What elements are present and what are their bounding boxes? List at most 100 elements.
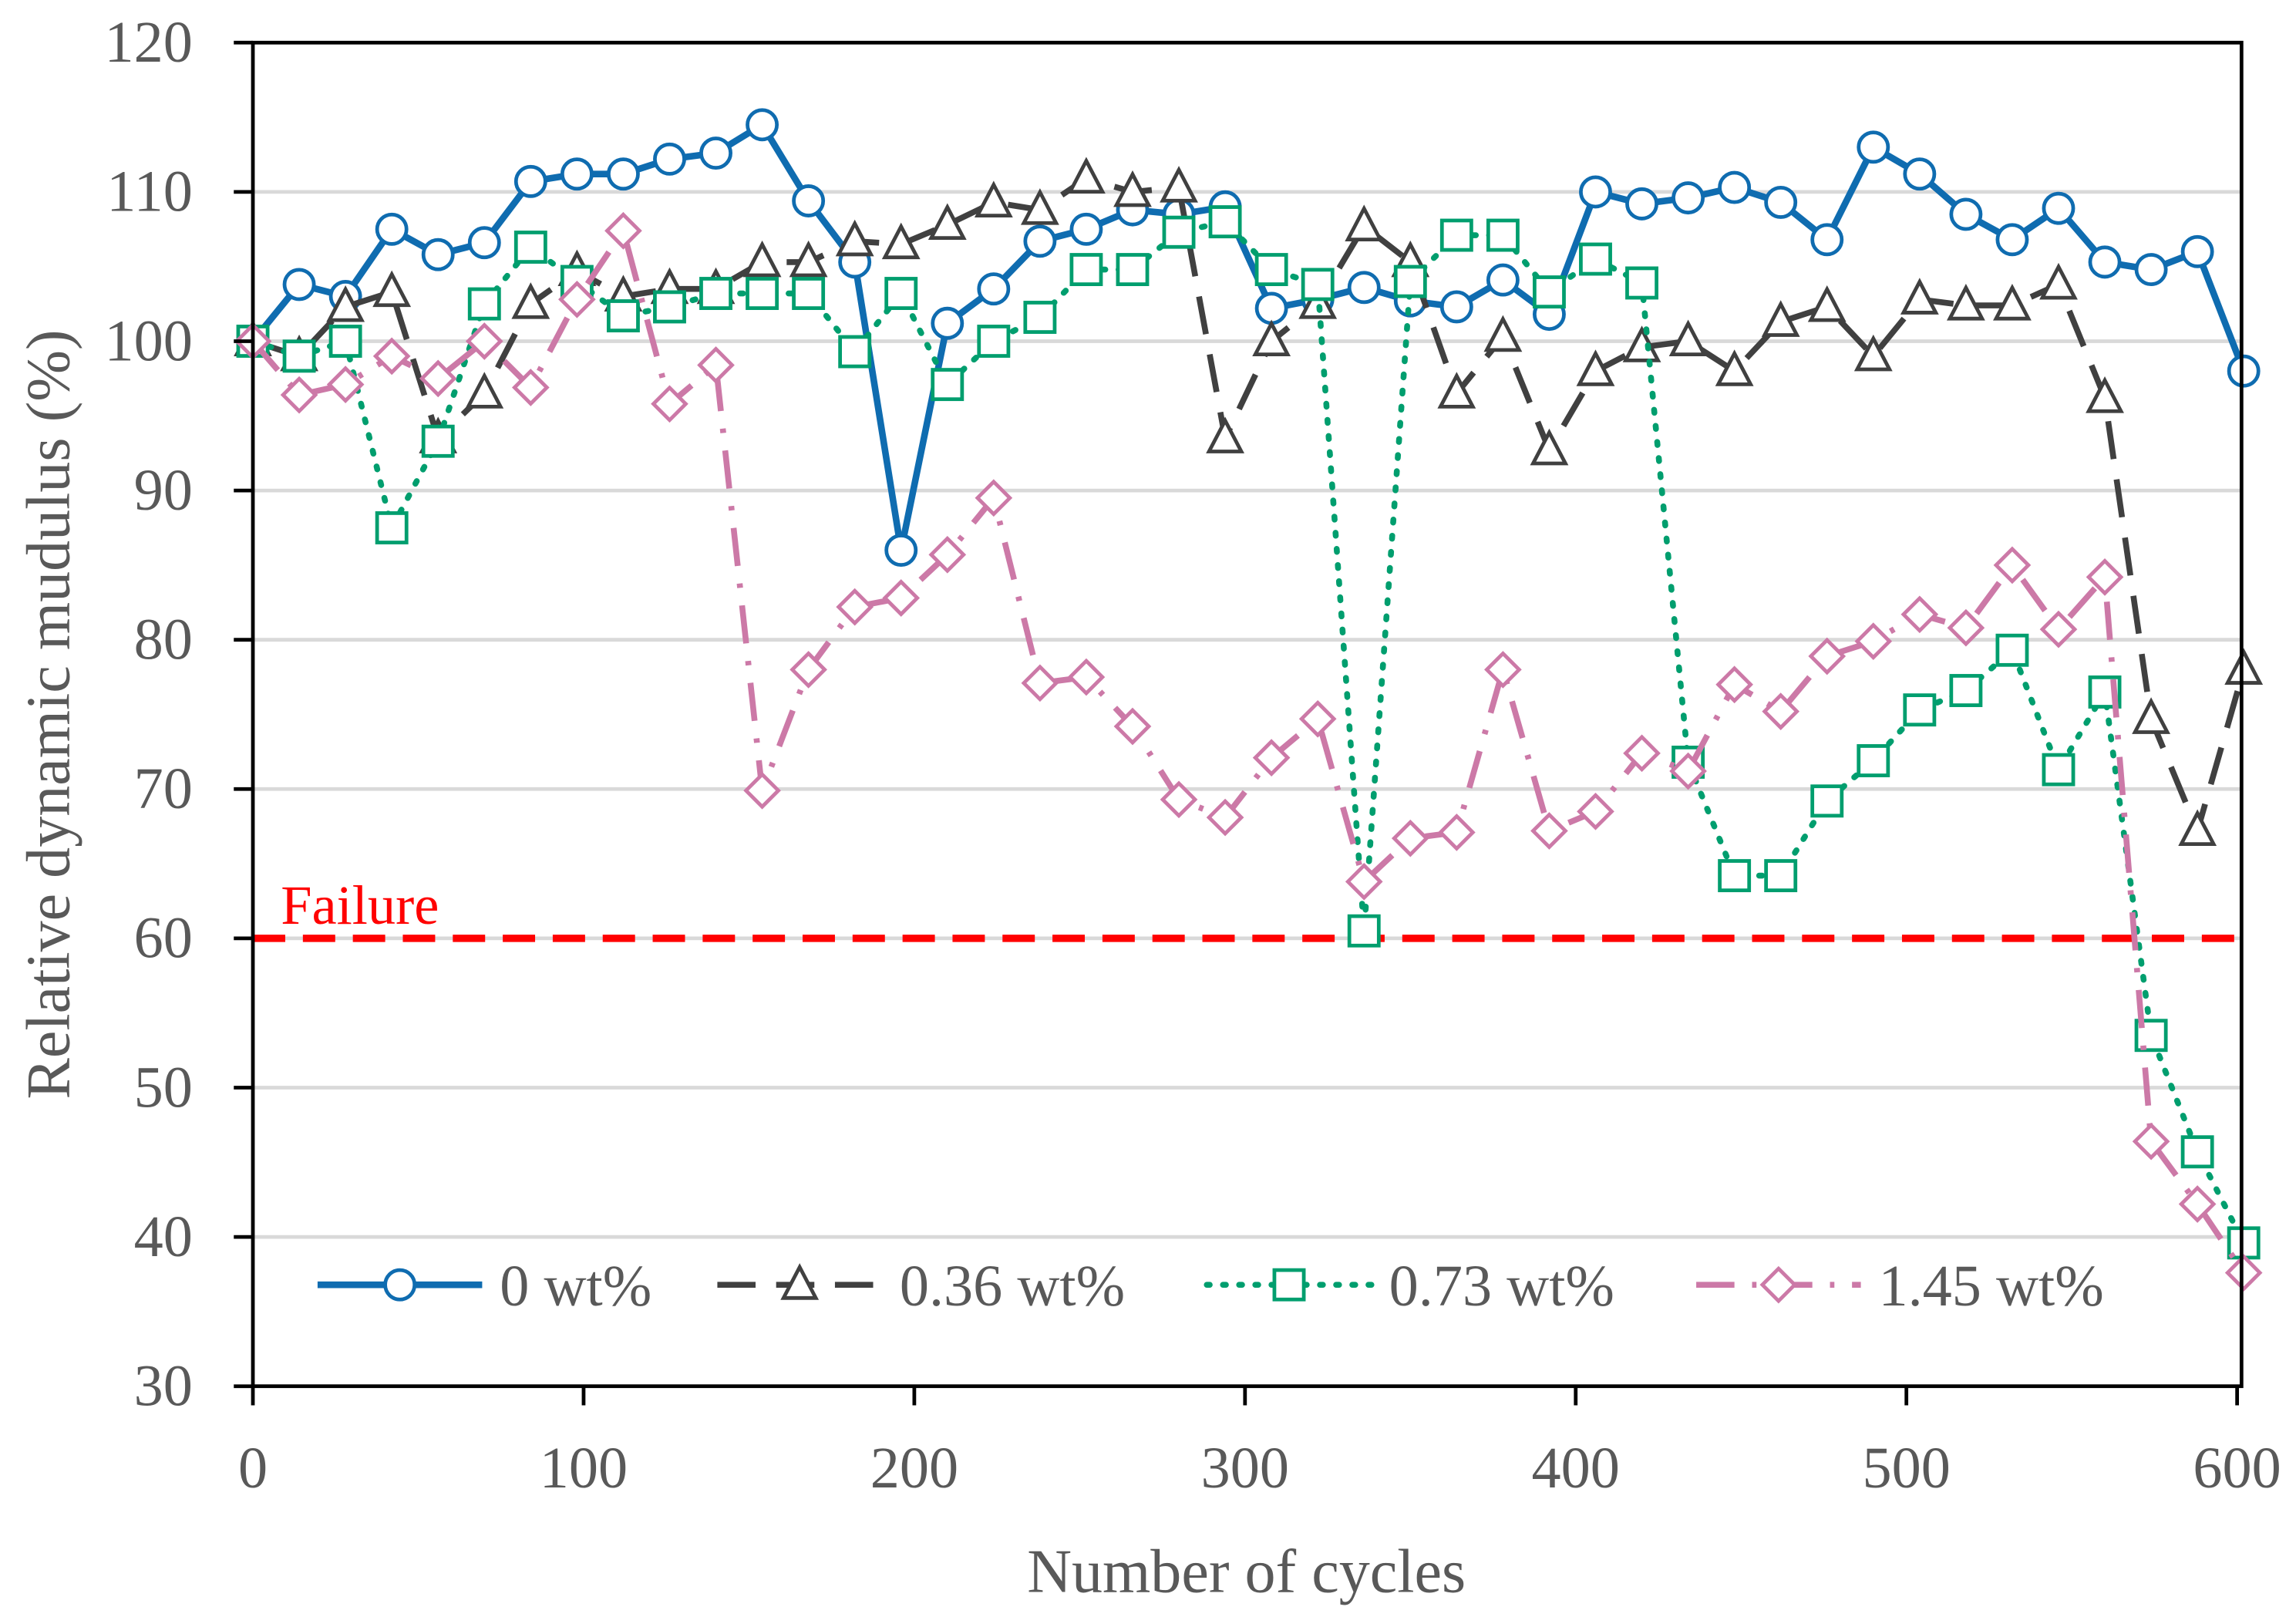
data-point-square: [375, 511, 409, 544]
data-point-square: [884, 277, 918, 310]
plot-frame: [251, 40, 2244, 1389]
data-point-square: [2227, 1226, 2261, 1260]
x-tick-label: 600: [2193, 1436, 2281, 1501]
data-point-diamond: [1252, 739, 1291, 776]
data-point-circle: [1718, 170, 1752, 204]
data-point-circle: [1486, 263, 1520, 297]
data-point-diamond: [558, 280, 596, 318]
y-tick-label: 120: [104, 10, 192, 75]
series-line: [251, 175, 2247, 841]
data-point-triangle: [835, 219, 874, 257]
data-point-triangle: [1483, 315, 1523, 352]
data-point-circle: [1023, 224, 1057, 258]
y-axis-label: Relative dynamic mudulus (%): [15, 329, 83, 1099]
data-point-circle: [1069, 212, 1103, 246]
data-point-diamond: [1484, 651, 1522, 689]
data-point-diamond: [1206, 798, 1244, 837]
data-point-diamond: [419, 359, 457, 398]
legend-marker-square: [1272, 1268, 1306, 1302]
data-point-square: [1718, 859, 1752, 893]
data-point-triangle: [326, 285, 365, 322]
data-point-circle: [1810, 223, 1844, 257]
data-point-triangle: [1761, 300, 1800, 337]
data-point-square: [1532, 275, 1566, 309]
data-point-circle: [884, 534, 918, 567]
data-point-diamond: [928, 535, 967, 574]
data-point-square: [1393, 264, 1427, 298]
data-point-square: [2180, 1135, 2214, 1169]
data-point-triangle: [372, 270, 412, 308]
data-point-square: [931, 368, 965, 402]
data-point-diamond: [2132, 1122, 2170, 1161]
y-tick-label: 80: [134, 607, 193, 672]
data-point-diamond: [2086, 558, 2124, 596]
data-point-diamond: [1021, 664, 1059, 702]
y-tick-label: 40: [134, 1204, 193, 1269]
data-point-triangle: [974, 180, 1013, 217]
data-point-square: [1439, 218, 1473, 252]
data-point-diamond: [1160, 780, 1198, 819]
data-point-square: [1162, 215, 1196, 249]
data-point-diamond: [1854, 622, 1893, 660]
data-point-diamond: [326, 366, 365, 403]
data-point-diamond: [604, 211, 642, 250]
data-point-triangle: [2086, 376, 2124, 413]
data-point-triangle: [927, 203, 967, 241]
series-1-45-wt-: [234, 211, 2263, 1292]
data-point-triangle: [1807, 285, 1847, 322]
y-tick-label: 60: [134, 906, 193, 971]
data-point-square: [606, 299, 640, 333]
data-point-triangle: [789, 240, 828, 278]
data-point-circle: [977, 272, 1011, 306]
series-0-73-wt-: [236, 205, 2261, 1260]
data-point-diamond: [1577, 792, 1614, 830]
data-point-square: [1347, 914, 1381, 948]
data-point-square: [746, 277, 779, 310]
data-point-diamond: [2224, 1254, 2263, 1292]
legend-marker-circle: [383, 1268, 417, 1302]
data-point-diamond: [1808, 637, 1847, 675]
failure-line-group: Failure: [253, 874, 2237, 942]
data-point-triangle: [1160, 166, 1198, 203]
data-point-triangle: [1252, 319, 1291, 357]
data-point-diamond: [1530, 812, 1568, 850]
data-point-circle: [606, 157, 640, 191]
data-point-circle: [1764, 185, 1798, 219]
data-point-circle: [2227, 354, 2261, 388]
data-point-circle: [1995, 223, 2029, 257]
legend-label: 0.36 wt%: [900, 1254, 1125, 1319]
data-point-circle: [2180, 234, 2214, 268]
data-point-triangle: [511, 282, 550, 319]
data-point-triangle: [881, 222, 921, 260]
data-point-triangle: [1298, 282, 1338, 319]
data-point-diamond: [1900, 595, 1939, 634]
series-line: [250, 218, 2247, 1246]
data-point-triangle: [1853, 334, 1893, 372]
data-point-square: [1486, 218, 1520, 252]
data-point-triangle: [2224, 648, 2264, 685]
series-group: [234, 108, 2264, 1292]
data-point-diamond: [1993, 546, 2032, 584]
data-point-square: [1254, 253, 1288, 287]
data-point-diamond: [372, 337, 411, 376]
legend-marker-triangle: [780, 1263, 820, 1300]
legend-label: 1.45 wt%: [1878, 1254, 2103, 1319]
legend: 0 wt% 0.36 wt% 0.73 wt% 1.45 wt%: [317, 1254, 2104, 1319]
data-point-diamond: [2039, 610, 2078, 648]
data-point-square: [1857, 744, 1890, 777]
failure-label: Failure: [281, 874, 439, 936]
data-point-triangle: [1530, 428, 1569, 466]
data-point-triangle: [1437, 372, 1476, 409]
data-point-square: [699, 277, 732, 310]
data-point-circle: [1347, 271, 1381, 305]
data-point-square: [1995, 633, 2029, 667]
y-tick-label: 50: [134, 1055, 193, 1120]
legend-item: 0.73 wt%: [1204, 1254, 1614, 1319]
data-point-circle: [931, 306, 965, 340]
data-point-circle: [1439, 290, 1473, 324]
y-tick-label: 110: [106, 160, 193, 224]
data-point-square: [792, 277, 826, 310]
x-axis-label: Number of cycles: [1027, 1538, 1466, 1606]
y-tick-label: 90: [134, 458, 193, 523]
